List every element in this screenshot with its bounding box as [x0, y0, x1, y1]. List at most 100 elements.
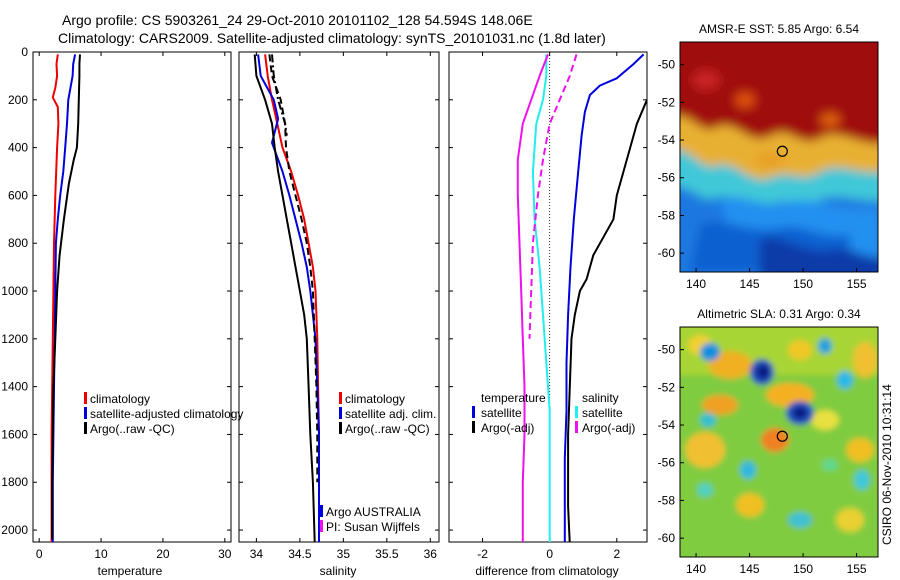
salinity-axes: 34 34.5 35 35.5 36: [238, 51, 440, 561]
temperature-axis-label: temperature: [98, 564, 163, 578]
sst-map-image: [680, 42, 878, 272]
figure-title-line2: Climatology: CARS2009. Satellite-adjuste…: [58, 30, 606, 46]
sla-map-ytick-label: -50: [658, 343, 676, 357]
salinity-line-black: [253, 54, 316, 542]
depth-tick-label: 200: [8, 93, 28, 107]
salinity-series: [253, 54, 320, 542]
sst-map-ytick-label: -60: [658, 246, 676, 260]
sst-map-ytick-label: -52: [658, 95, 676, 109]
temperature-frame: [32, 51, 232, 543]
difference-line-cyan: [531, 54, 551, 542]
depth-tick-label: 1200: [1, 332, 28, 346]
depth-tick-label: 2000: [1, 523, 28, 537]
legend-sal-satellite: satellite adj. clim.: [345, 407, 436, 421]
salinity-line-blue: [257, 54, 320, 542]
sst-map-argo-marker: [776, 145, 788, 157]
temperature-axes: 0 10 20 30 0 200 400 600 800 1000 1200 1400 1600 1800…: [1, 45, 232, 561]
sst-map-axes: 140 145 150 155 -50 -52 -54 -56 -58 -60: [658, 41, 879, 291]
legend-swatches: [84, 392, 578, 532]
salinity-line-black: [268, 54, 319, 483]
depth-tick-label: 1600: [1, 427, 28, 441]
difference-xtick-label: 2: [613, 547, 620, 561]
depth-tick-label: 400: [8, 141, 28, 155]
difference-xtick-label: 0: [546, 547, 553, 561]
sst-map-ytick-label: -50: [658, 58, 676, 72]
difference-xtick-label: -2: [477, 547, 488, 561]
difference-line-black: [567, 99, 647, 542]
sla-map-frame: [679, 326, 879, 558]
difference-frame: [448, 51, 648, 543]
temperature-line-black: [51, 54, 81, 540]
legend-sal-climatology: climatology: [345, 392, 405, 406]
sst-map-title: AMSR-E SST: 5.85 Argo: 6.54: [699, 22, 859, 36]
sla-map-xtick-label: 155: [847, 562, 867, 576]
temperature-xtick-label: 10: [94, 547, 108, 561]
sla-map-title: Altimetric SLA: 0.31 Argo: 0.34: [697, 307, 861, 321]
legend-temp-climatology: climatology: [90, 392, 150, 406]
legend-diff-salinity-title: salinity: [582, 391, 619, 405]
sla-map-ytick-label: -60: [658, 531, 676, 545]
difference-line-blue: [563, 53, 645, 542]
salinity-axis-label: salinity: [320, 564, 357, 578]
sst-map-xtick-label: 150: [793, 277, 813, 291]
legend-swatch-black: [339, 422, 342, 434]
sla-map-xtick-label: 150: [793, 562, 813, 576]
sst-map-ytick-label: -54: [658, 133, 676, 147]
legend-diff-temperature-title: temperature: [481, 391, 546, 405]
salinity-frame: [238, 51, 440, 543]
salinity-xtick-label: 35.5: [375, 547, 399, 561]
legend-swatch-magenta: [575, 421, 578, 433]
legend-swatch-black: [472, 421, 475, 433]
depth-tick-label: 1000: [1, 284, 28, 298]
temperature-legend: climatology satellite-adjusted climatolo…: [90, 392, 243, 436]
legend-swatch-magenta: [320, 520, 323, 532]
timestamp-stamp: CSIRO 06-Nov-2010 10:31:14: [880, 384, 894, 545]
argo-australia-note: Argo AUSTRALIA: [326, 505, 421, 519]
legend-sal-argo: Argo(..raw -QC): [345, 422, 430, 436]
figure-title-line1: Argo profile: CS 5903261_24 29-Oct-2010 …: [62, 12, 533, 28]
sst-map-xtick-label: 155: [847, 277, 867, 291]
legend-diff-temp-argo: Argo(-adj): [481, 421, 534, 435]
legend-swatch-red: [339, 392, 342, 404]
sla-map-ytick-label: -54: [658, 418, 676, 432]
sla-map-xtick-label: 145: [740, 562, 760, 576]
salinity-xtick-label: 36: [424, 547, 438, 561]
depth-tick-label: 1400: [1, 380, 28, 394]
salinity-legend: climatology satellite adj. clim. Argo(..…: [326, 392, 436, 534]
temperature-xtick-label: 0: [36, 547, 43, 561]
legend-swatch-red: [84, 392, 87, 404]
depth-tick-label: 1800: [1, 475, 28, 489]
legend-diff-sal-satellite: satellite: [582, 406, 623, 420]
salinity-xtick-label: 34.5: [288, 547, 312, 561]
legend-diff-temp-satellite: satellite: [481, 406, 522, 420]
salinity-line-black: [271, 54, 288, 136]
legend-temp-argo: Argo(..raw -QC): [90, 422, 175, 436]
legend-diff-sal-argo: Argo(-adj): [582, 421, 635, 435]
difference-line-magenta: [528, 54, 578, 339]
salinity-xtick-label: 34: [250, 547, 264, 561]
depth-tick-label: 0: [21, 45, 28, 59]
difference-axis-label: difference from climatology: [475, 564, 618, 578]
salinity-xtick-label: 35: [337, 547, 351, 561]
sst-map-xtick-label: 145: [740, 277, 760, 291]
legend-temp-satellite: satellite-adjusted climatology: [90, 407, 243, 421]
difference-line-magenta: [516, 54, 549, 542]
sst-map-ytick-label: -56: [658, 171, 676, 185]
sla-map-axes: 140 145 150 155 -50 -52 -54 -56 -58 -60: [658, 326, 879, 576]
difference-series: [516, 53, 647, 542]
sla-map-image: [680, 327, 878, 557]
pi-note: PI: Susan Wijffels: [326, 520, 420, 534]
legend-swatch-blue: [339, 407, 342, 419]
sst-map-frame: [679, 41, 879, 273]
legend-swatch-black: [84, 422, 87, 434]
legend-swatch-blue: [472, 406, 475, 418]
depth-tick-label: 800: [8, 236, 28, 250]
difference-legend: temperature satellite Argo(-adj) salinit…: [481, 391, 635, 435]
sla-map-ytick-label: -56: [658, 456, 676, 470]
legend-swatch-cyan: [575, 406, 578, 418]
sla-map-argo-marker: [776, 430, 788, 442]
legend-swatch-blue: [84, 407, 87, 419]
legend-swatch-blue: [320, 505, 323, 517]
